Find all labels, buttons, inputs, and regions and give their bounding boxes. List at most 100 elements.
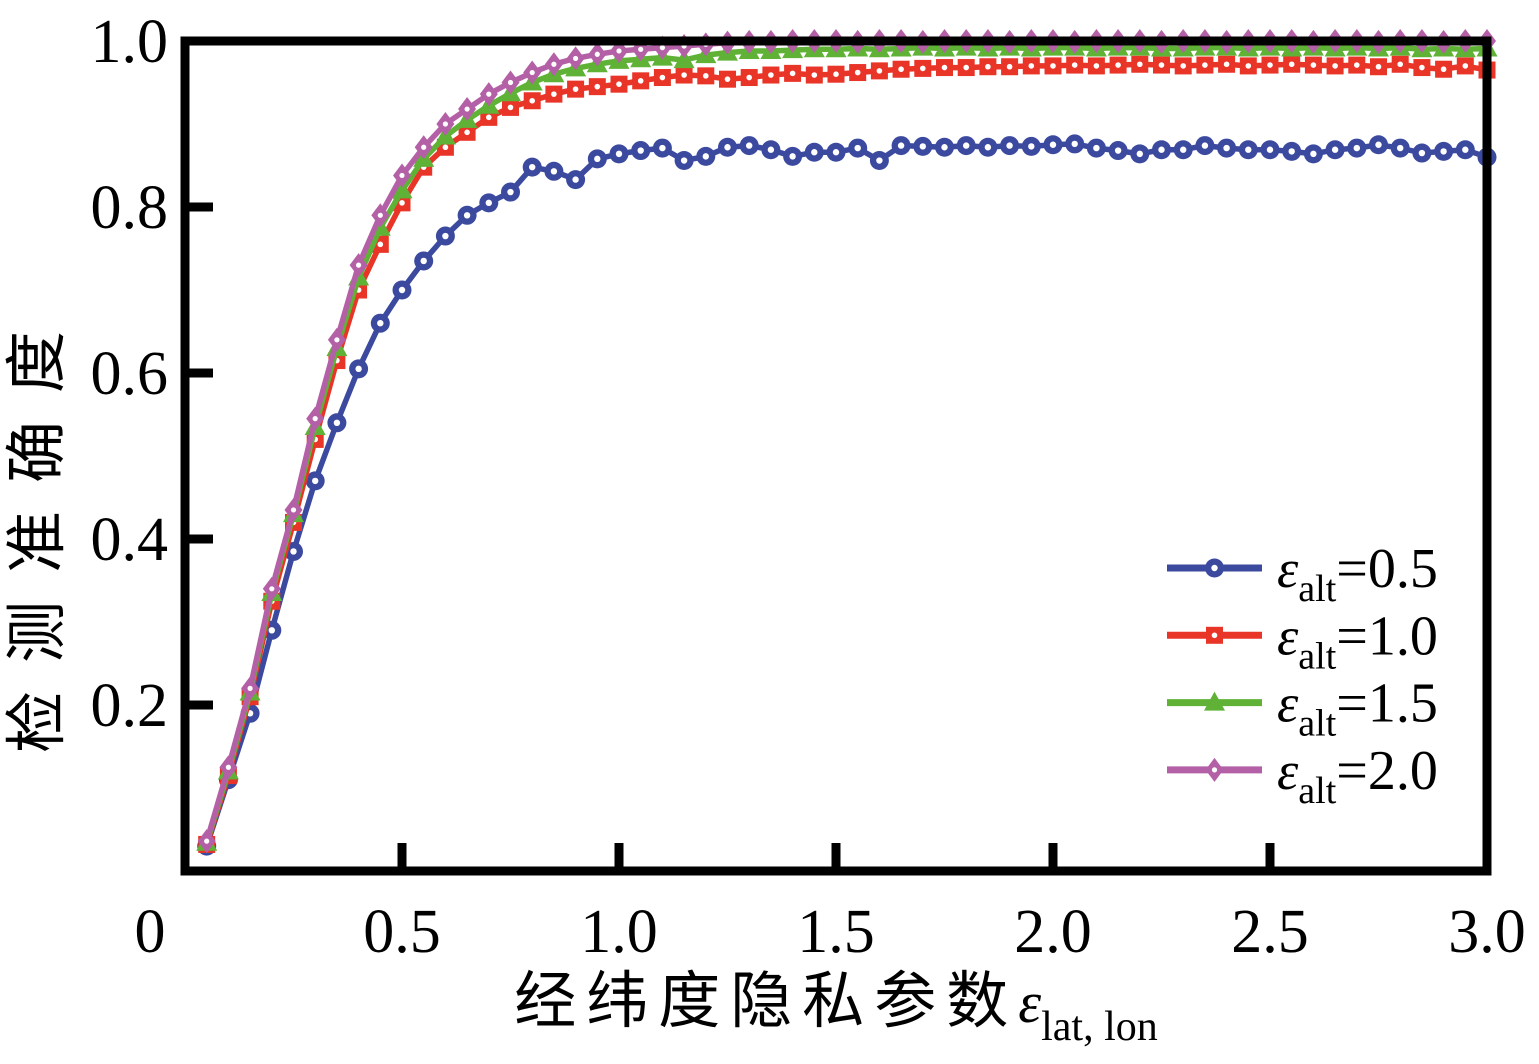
series-3-marker-center-dot — [442, 121, 448, 127]
series-1-marker-center-dot — [1006, 63, 1013, 70]
series-1-marker-center-dot — [681, 72, 687, 78]
legend-entry: εalt=1.0 — [1167, 605, 1438, 677]
legend-symbol: ε — [1277, 674, 1299, 734]
legend-value: =2.0 — [1336, 740, 1438, 802]
series-0-marker-center-dot — [398, 286, 406, 294]
x-axis-title-subscript: lat, lon — [1041, 1004, 1158, 1050]
series-0-marker-center-dot — [1201, 142, 1209, 149]
x-tick-label: 1.5 — [797, 898, 875, 966]
series-1-marker-center-dot — [551, 91, 557, 97]
x-tick-label: 2.0 — [1014, 898, 1092, 966]
series-1-marker-center-dot — [616, 81, 622, 87]
series-3-marker-center-dot — [290, 507, 297, 513]
series-0-marker-center-dot — [811, 149, 818, 156]
series-0-marker-center-dot — [485, 199, 492, 207]
series-1-marker-center-dot — [789, 70, 796, 77]
series-0-marker-center-dot — [1223, 144, 1230, 152]
series-3-marker-center-dot — [356, 262, 362, 268]
series-0-marker-center-dot — [1353, 144, 1361, 152]
series-1-marker-center-dot — [486, 114, 492, 121]
legend-value: =1.5 — [1336, 673, 1438, 735]
y-axis-title: 检测准确度 — [4, 303, 72, 753]
series-1-marker-center-dot — [1332, 63, 1338, 69]
series-0-marker-center-dot — [290, 548, 297, 555]
series-1-marker-center-dot — [985, 63, 991, 70]
series-0-marker-center-dot — [1266, 146, 1274, 153]
x-tick-label: 2.5 — [1231, 898, 1309, 966]
x-tick-label: 3.0 — [1448, 898, 1526, 966]
series-0-marker-center-dot — [941, 144, 948, 151]
series-0-marker-center-dot — [507, 188, 514, 196]
series-3-marker-center-dot — [529, 69, 535, 76]
legend-triangle-icon — [1204, 691, 1225, 711]
series-1-marker-center-dot — [1223, 61, 1230, 68]
series-0-marker-center-dot — [1440, 148, 1447, 155]
series-3-marker-center-dot — [247, 685, 253, 692]
series-1-marker-center-dot — [1397, 61, 1403, 68]
series-0-marker-center-dot — [550, 168, 558, 175]
series-1-marker-center-dot — [594, 83, 601, 90]
series-3-marker-center-dot — [507, 79, 514, 86]
series-0-marker-center-dot — [594, 155, 601, 163]
series-0-marker-center-dot — [333, 419, 341, 426]
legend-circle-icon-center-dot — [1211, 564, 1218, 572]
x-axis-title-symbol: ε — [1018, 970, 1041, 1035]
series-1-marker-center-dot — [572, 86, 579, 92]
plot-frame — [180, 36, 1492, 876]
series-0-marker-center-dot — [1418, 149, 1426, 157]
series-0-marker-center-dot — [463, 212, 471, 219]
series-3-marker-center-dot — [225, 764, 231, 770]
series-1-marker-center-dot — [854, 69, 861, 76]
series-1-marker-center-dot — [464, 129, 470, 136]
legend-subscript: alt — [1298, 770, 1336, 812]
series-0-marker-center-dot — [919, 143, 926, 150]
series-1-marker-center-dot — [703, 73, 709, 79]
series-0-marker-center-dot — [1049, 141, 1057, 148]
series-1-marker-center-dot — [1137, 61, 1143, 68]
series-1-marker-center-dot — [1115, 62, 1121, 68]
series-0-marker-center-dot — [832, 149, 840, 156]
series-0-marker-center-dot — [1093, 144, 1100, 152]
x-axis-title-text: 经纬度隐私参数 — [514, 968, 1018, 1036]
legend-symbol: ε — [1277, 606, 1299, 666]
series-1-marker-center-dot — [1028, 63, 1035, 69]
series-0-marker-center-dot — [637, 147, 644, 154]
series-1-marker-center-dot — [1245, 63, 1252, 69]
series-3-marker-center-dot — [573, 55, 579, 62]
series-0-marker-center-dot — [572, 176, 579, 183]
series-0-marker-center-dot — [659, 144, 666, 152]
series-1-marker-center-dot — [920, 65, 926, 72]
series-0-marker-center-dot — [680, 157, 688, 164]
series-1-marker-center-dot — [1202, 62, 1208, 68]
x-axis-title: 经纬度隐私参数εlat, lon — [514, 968, 1158, 1050]
series-1-marker-center-dot — [963, 64, 969, 71]
series-0-marker-center-dot — [1375, 141, 1382, 148]
ticks-layer: 0 0.5 1.0 1.5 2.0 2.5 3.0 0.2 0.4 0.6 0.8 1.0 — [91, 8, 1526, 966]
series-1-marker-center-dot — [1050, 63, 1056, 69]
y-tick-label: 0.6 — [91, 340, 169, 408]
series-0-marker-center-dot — [1136, 150, 1144, 158]
legend-symbol: ε — [1277, 741, 1299, 801]
legend-value: =1.0 — [1336, 605, 1438, 667]
series-1-marker-center-dot — [1158, 62, 1165, 68]
series-3-marker-center-dot — [638, 46, 644, 52]
series-0-marker-center-dot — [615, 150, 623, 158]
legend-square-icon-center-dot — [1211, 632, 1218, 639]
series-1-marker-center-dot — [746, 74, 752, 81]
series-1-marker-center-dot — [442, 144, 449, 151]
y-tick-label: 0.2 — [91, 672, 169, 740]
series-0-marker-center-dot — [355, 365, 362, 373]
series-1-marker-center-dot — [1310, 62, 1317, 68]
series-0-marker-center-dot — [1006, 142, 1013, 149]
series-1-marker-center-dot — [659, 74, 666, 81]
series-1-marker-center-dot — [377, 241, 384, 248]
series-1-marker-center-dot — [768, 72, 774, 78]
series-1-marker-center-dot — [1267, 62, 1273, 68]
series-3-marker-center-dot — [464, 106, 470, 112]
series-0-marker-center-dot — [1028, 143, 1035, 150]
series-0-marker-center-dot — [377, 320, 384, 327]
series-1-marker-center-dot — [811, 72, 818, 78]
legend-subscript: alt — [1298, 703, 1336, 745]
series-1-marker-center-dot — [1093, 63, 1100, 69]
